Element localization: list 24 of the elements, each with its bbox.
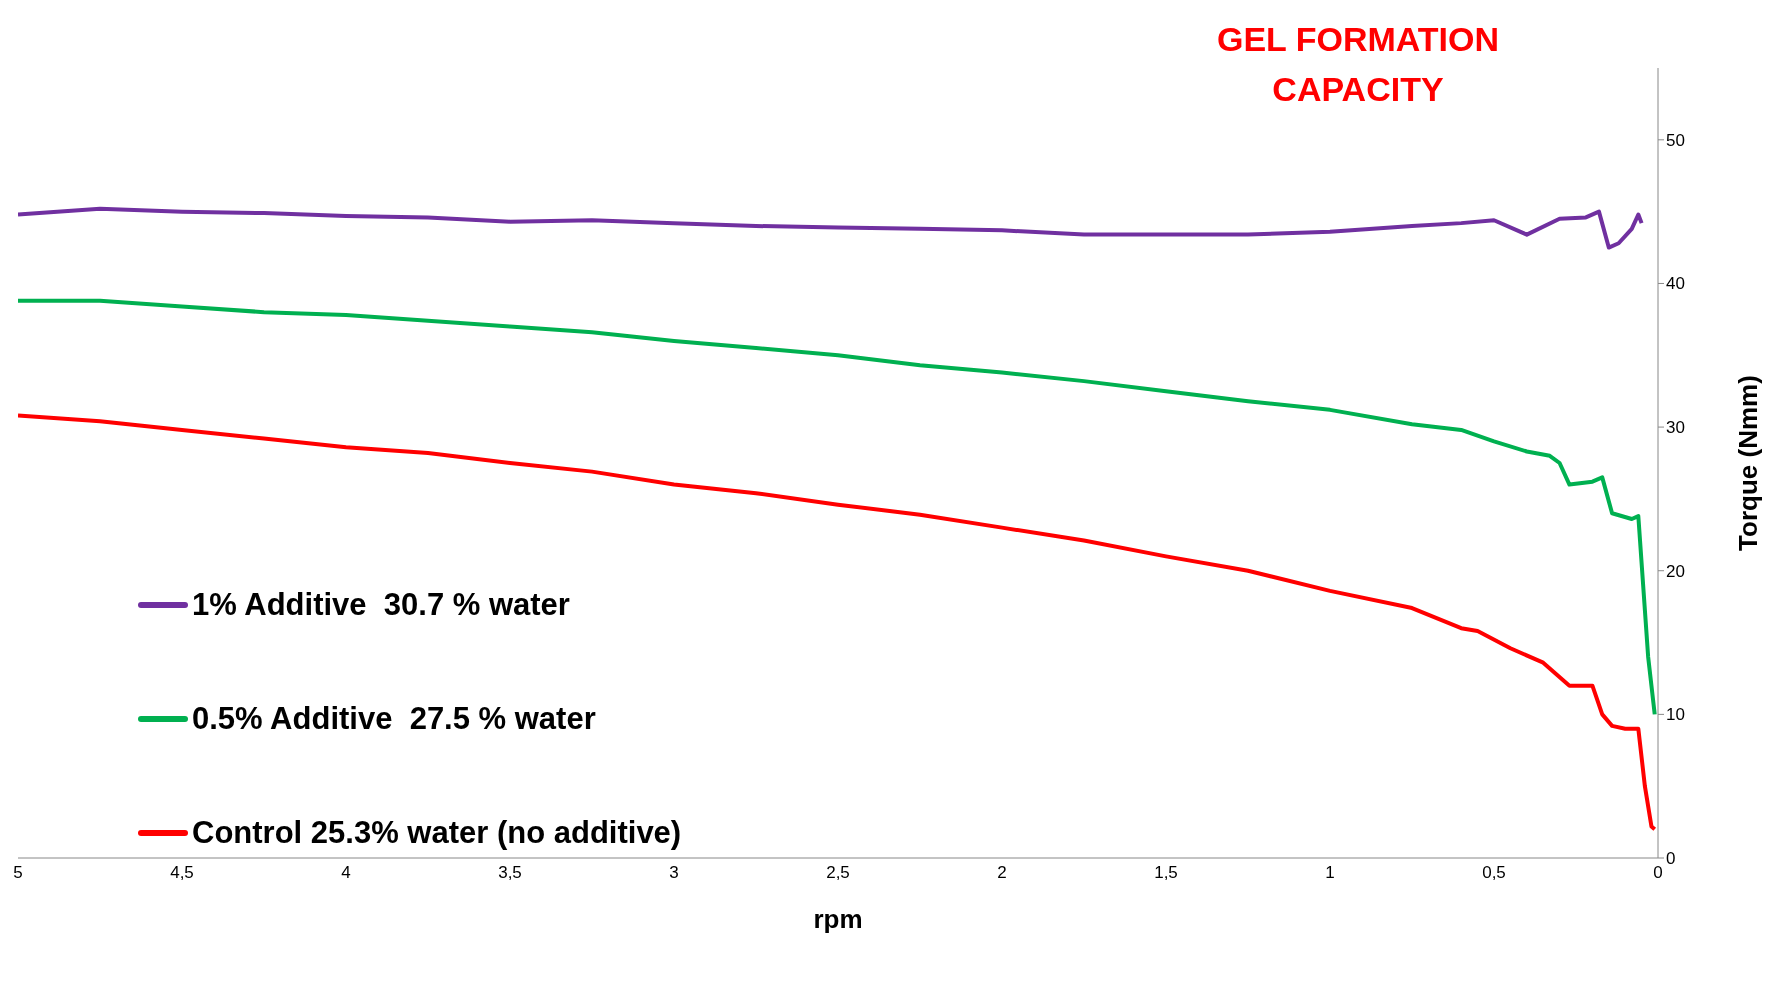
- x-tick-label: 1,5: [1154, 863, 1178, 883]
- x-tick-label: 4: [341, 863, 351, 883]
- y-tick-label: 0: [1666, 849, 1676, 869]
- x-tick-label: 5: [13, 863, 23, 883]
- y-tick-label: 20: [1666, 561, 1685, 581]
- x-tick-label: 4,5: [170, 863, 194, 883]
- y-axis-title: Torque (Nmm): [1733, 375, 1764, 551]
- y-tick-label: 50: [1666, 130, 1685, 150]
- x-tick-label: 3: [669, 863, 679, 883]
- y-tick-label: 10: [1666, 705, 1685, 725]
- x-tick-label: 0,5: [1482, 863, 1506, 883]
- x-axis-title: rpm: [813, 904, 863, 934]
- x-tick-label: 2: [997, 863, 1007, 883]
- line-series: [18, 206, 1644, 250]
- legend-label: 1% Additive 30.7 % water: [192, 587, 570, 623]
- x-tick-label: 1: [1325, 863, 1335, 883]
- legend-label: 0.5% Additive 27.5 % water: [192, 701, 596, 737]
- x-tick-label: 3,5: [498, 863, 522, 883]
- x-tick-label: 0: [1653, 863, 1663, 883]
- y-tick-label: 30: [1666, 418, 1685, 438]
- chart-title: GEL FORMATION CAPACITY: [1215, 19, 1501, 110]
- y-tick-label: 40: [1666, 274, 1685, 294]
- legend-label: Control 25.3% water (no additive): [192, 815, 682, 851]
- x-tick-label: 2,5: [826, 863, 850, 883]
